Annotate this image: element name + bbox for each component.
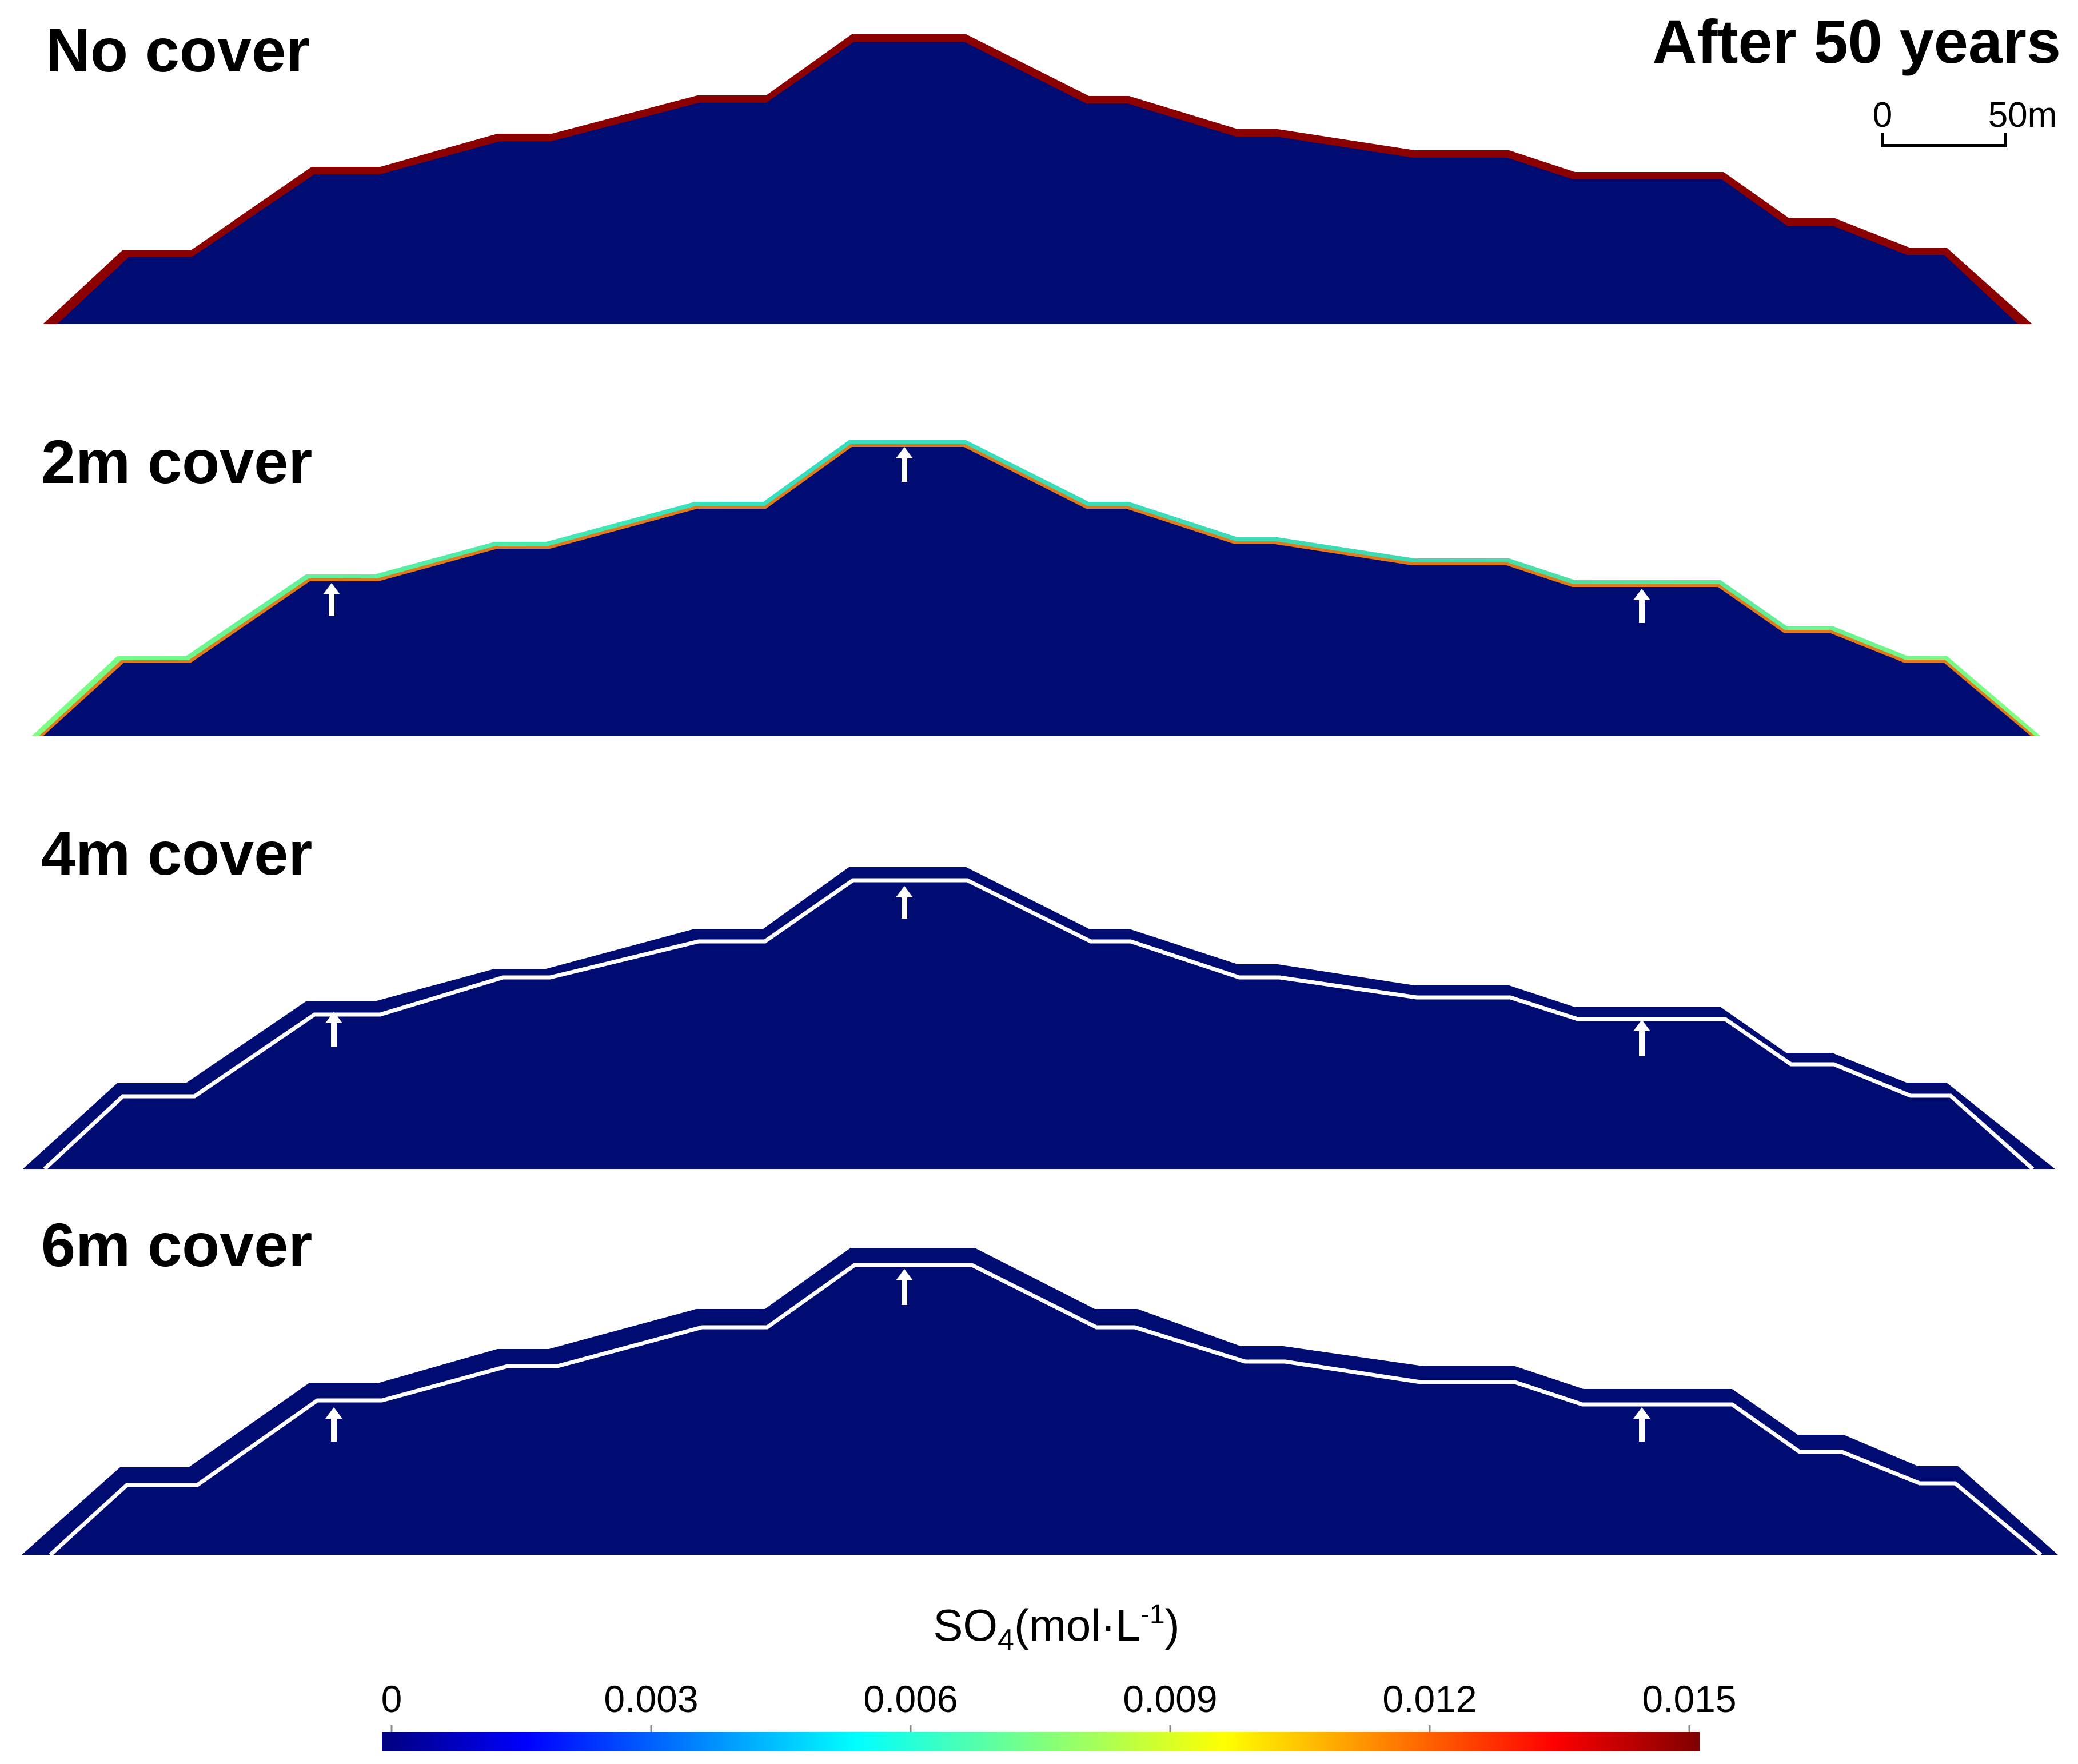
arrow-icon xyxy=(896,886,913,919)
arrow-icon xyxy=(325,1407,342,1442)
panel-no-cover: No cover xyxy=(43,15,2032,324)
colorbar: SO4(mol·L-1) 0 0.003 0.006 0.009 0.012 0.015 xyxy=(381,1599,1737,1751)
arrow-icon xyxy=(323,583,340,616)
colorbar-tick-label: 0.012 xyxy=(1382,1678,1477,1720)
scale-bar: 0 50m xyxy=(1873,95,2057,147)
panel-2m-cover: 2m cover xyxy=(31,427,2041,736)
scale-bar-start-label: 0 xyxy=(1873,95,1892,135)
colorbar-tick-label: 0.003 xyxy=(604,1678,698,1720)
colorbar-title: SO4(mol·L-1) xyxy=(933,1599,1179,1657)
panel-6m-cover: 6m cover xyxy=(22,1210,2058,1557)
panel-title: 2m cover xyxy=(41,427,312,496)
waste-dump-body xyxy=(22,1248,2058,1555)
time-label: After 50 years xyxy=(1653,7,2061,76)
panel-title: No cover xyxy=(46,15,310,85)
waste-zone xyxy=(43,447,2031,736)
colorbar-gradient xyxy=(382,1732,1700,1751)
arrow-icon xyxy=(1633,1020,1650,1056)
colorbar-ticks: 0 0.003 0.006 0.009 0.012 0.015 xyxy=(381,1678,1737,1732)
colorbar-tick-label: 0 xyxy=(381,1678,402,1720)
arrow-icon xyxy=(325,1012,342,1047)
colorbar-tick-label: 0.006 xyxy=(863,1678,958,1720)
panel-title: 4m cover xyxy=(41,819,312,888)
arrow-icon xyxy=(896,447,913,482)
cover-interface xyxy=(43,878,2035,1171)
unsaturated-zone xyxy=(57,42,2018,324)
panel-4m-cover: 4m cover xyxy=(23,819,2055,1171)
arrow-icon xyxy=(896,1269,913,1305)
colorbar-tick-label: 0.015 xyxy=(1642,1678,1736,1720)
cover-interface xyxy=(49,1263,2043,1557)
scale-bar-end-label: 50m xyxy=(1988,95,2057,135)
panel-title: 6m cover xyxy=(41,1210,312,1279)
arrow-icon xyxy=(1633,1407,1650,1442)
colorbar-tick-label: 0.009 xyxy=(1123,1678,1217,1720)
waste-dump-body xyxy=(23,867,2055,1169)
arrow-icon xyxy=(1633,589,1650,623)
